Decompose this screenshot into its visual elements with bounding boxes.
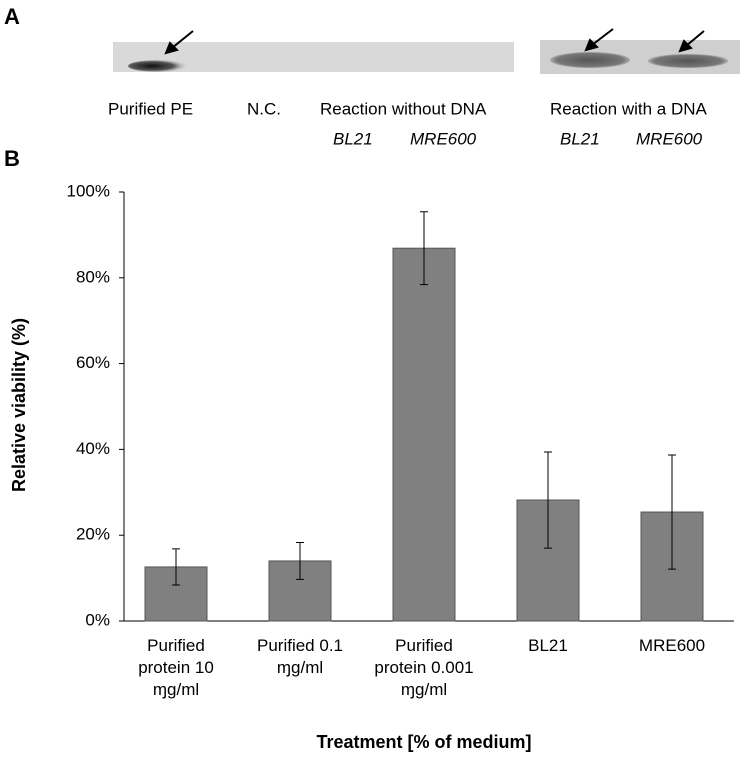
y-tick-label: 40% xyxy=(76,439,110,458)
x-tick-label: BL21 xyxy=(528,636,568,655)
error-bar xyxy=(172,548,180,586)
error-bar xyxy=(296,541,304,580)
strain-label: BL21 xyxy=(333,129,373,148)
y-tick-label: 100% xyxy=(67,181,110,200)
strain-label: MRE600 xyxy=(410,129,477,148)
strain-label: BL21 xyxy=(560,129,600,148)
y-tick-label: 60% xyxy=(76,353,110,372)
y-tick-label: 0% xyxy=(85,610,110,629)
x-tick-label: Purified 0.1 ɱg/ml xyxy=(257,636,343,677)
lane-label: Reaction with a DNA xyxy=(550,99,708,118)
lane-label: Purified PE xyxy=(108,99,193,118)
gel-band xyxy=(128,60,188,72)
gel-band xyxy=(648,54,728,68)
x-tick-label: MRE600 xyxy=(638,636,706,655)
x-axis-title: Treatment [% of medium] xyxy=(316,732,531,752)
lane-label: N.C. xyxy=(247,99,281,118)
y-tick-label: 80% xyxy=(76,267,110,286)
error-bar xyxy=(420,211,428,286)
y-axis-title: Relative viability (%) xyxy=(9,318,29,492)
error-bar xyxy=(544,451,552,549)
error-bar xyxy=(668,454,676,570)
x-tick-label: Purified protein 0.001 ɱg/ml xyxy=(374,636,474,699)
panel-label: A xyxy=(4,4,20,29)
strain-label: MRE600 xyxy=(636,129,703,148)
bar xyxy=(392,247,456,622)
gel-band xyxy=(550,52,630,68)
arrows xyxy=(164,28,705,55)
y-tick-label: 20% xyxy=(76,525,110,544)
panel-label: B xyxy=(4,146,20,171)
x-tick-label: Purified protein 10 ɱg/ml xyxy=(138,636,214,699)
lane-label: Reaction without DNA xyxy=(320,99,487,118)
